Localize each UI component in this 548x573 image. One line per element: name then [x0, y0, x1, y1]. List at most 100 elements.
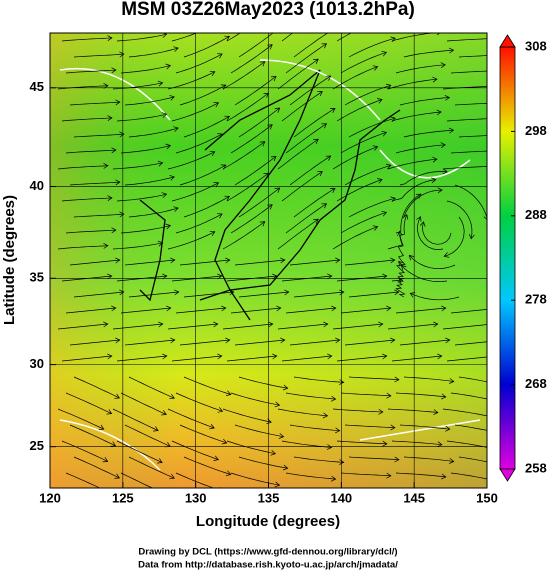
streamline-arrow [217, 353, 223, 360]
streamline-arrow [432, 76, 438, 83]
streamline [348, 376, 399, 381]
streamline-arrow [217, 53, 223, 59]
streamline-arrow [169, 95, 175, 101]
streamline [454, 102, 487, 106]
streamline [391, 261, 406, 282]
streamline [124, 424, 171, 447]
streamline [171, 355, 222, 362]
streamline [116, 33, 167, 42]
streamline-arrow [432, 156, 438, 163]
streamline-arrow [157, 80, 164, 87]
streamline-arrow [436, 109, 442, 116]
streamline-arrow [107, 115, 113, 121]
streamline [230, 392, 280, 406]
streamline-arrow [119, 211, 125, 218]
streamline [128, 376, 175, 399]
streamline-arrow [382, 353, 388, 360]
streamline [450, 70, 487, 74]
streamline-arrow [390, 257, 396, 264]
streamline [222, 408, 272, 423]
streamline [183, 35, 230, 58]
streamline [238, 456, 288, 469]
streamline-arrow [321, 43, 328, 49]
streamline [458, 135, 487, 138]
streamline [116, 355, 167, 362]
streamline [124, 259, 175, 266]
streamline [120, 307, 171, 314]
streamline-arrow [115, 99, 121, 106]
streamline-arrow [162, 273, 168, 280]
credit: Data from http://database.rish.kyoto-u.a… [138, 560, 398, 571]
streamline-arrow [330, 395, 337, 402]
streamline [226, 92, 269, 122]
streamline [175, 392, 223, 412]
streamline [285, 203, 327, 234]
streamline [73, 291, 124, 298]
streamline-arrow [377, 98, 383, 104]
streamline [222, 141, 266, 170]
colorbar-tick-label: 278 [525, 292, 547, 307]
streamline-arrow [213, 455, 220, 461]
streamline [401, 265, 448, 282]
streamline [387, 78, 437, 90]
streamline [399, 171, 448, 186]
streamline [340, 472, 391, 477]
streamline [289, 339, 340, 346]
streamline [57, 323, 108, 330]
streamline [230, 472, 280, 486]
streamline-arrow [390, 337, 396, 344]
streamline [69, 181, 120, 186]
streamline-arrow [102, 457, 109, 463]
streamline-arrow [229, 289, 235, 296]
streamline [128, 47, 179, 58]
streamline [409, 255, 456, 269]
streamline [128, 127, 179, 138]
streamline [238, 291, 289, 298]
streamline-arrow [468, 233, 475, 240]
streamline [293, 188, 336, 218]
streamline-arrow [174, 289, 180, 296]
streamline-arrow [274, 401, 281, 408]
streamline-arrow [270, 155, 277, 162]
streamline-arrow [329, 188, 336, 193]
streamline-arrow [169, 393, 175, 400]
x-tick-label: 120 [39, 490, 61, 505]
streamline [444, 216, 465, 257]
streamline [277, 58, 319, 90]
streamline [183, 456, 231, 475]
streamline-arrow [107, 353, 113, 360]
streamline [285, 307, 336, 314]
streamline [222, 61, 266, 90]
streamline-arrow [280, 337, 286, 344]
streamline-arrow [377, 178, 383, 184]
streamline [234, 424, 284, 438]
streamline-arrow [161, 112, 168, 118]
streamline-arrow [495, 478, 500, 483]
streamline-arrow [331, 305, 337, 312]
streamline-arrow [209, 423, 215, 430]
y-tick-label: 30 [30, 356, 44, 371]
streamline-arrow [107, 489, 112, 494]
streamline-arrow [274, 107, 281, 113]
streamline-arrow [278, 433, 285, 439]
streamline [403, 49, 454, 58]
streamline-arrow [169, 473, 175, 480]
streamline-arrow [268, 321, 274, 328]
streamline [336, 179, 383, 202]
streamline [422, 221, 452, 245]
streamline-arrow [325, 75, 332, 81]
streamline [65, 392, 112, 414]
colorbar-bottom [499, 468, 516, 482]
streamline-arrow [327, 273, 333, 280]
streamline-arrow [221, 438, 228, 445]
streamline-arrow [173, 126, 179, 132]
streamline-arrow [437, 441, 443, 448]
streamline-arrow [330, 28, 335, 32]
streamline-arrow [162, 353, 168, 360]
streamline-arrow [437, 353, 443, 360]
x-tick-label: 130 [185, 490, 207, 505]
streamline [226, 33, 241, 42]
streamline-arrow [111, 305, 117, 312]
streamline [348, 197, 396, 218]
